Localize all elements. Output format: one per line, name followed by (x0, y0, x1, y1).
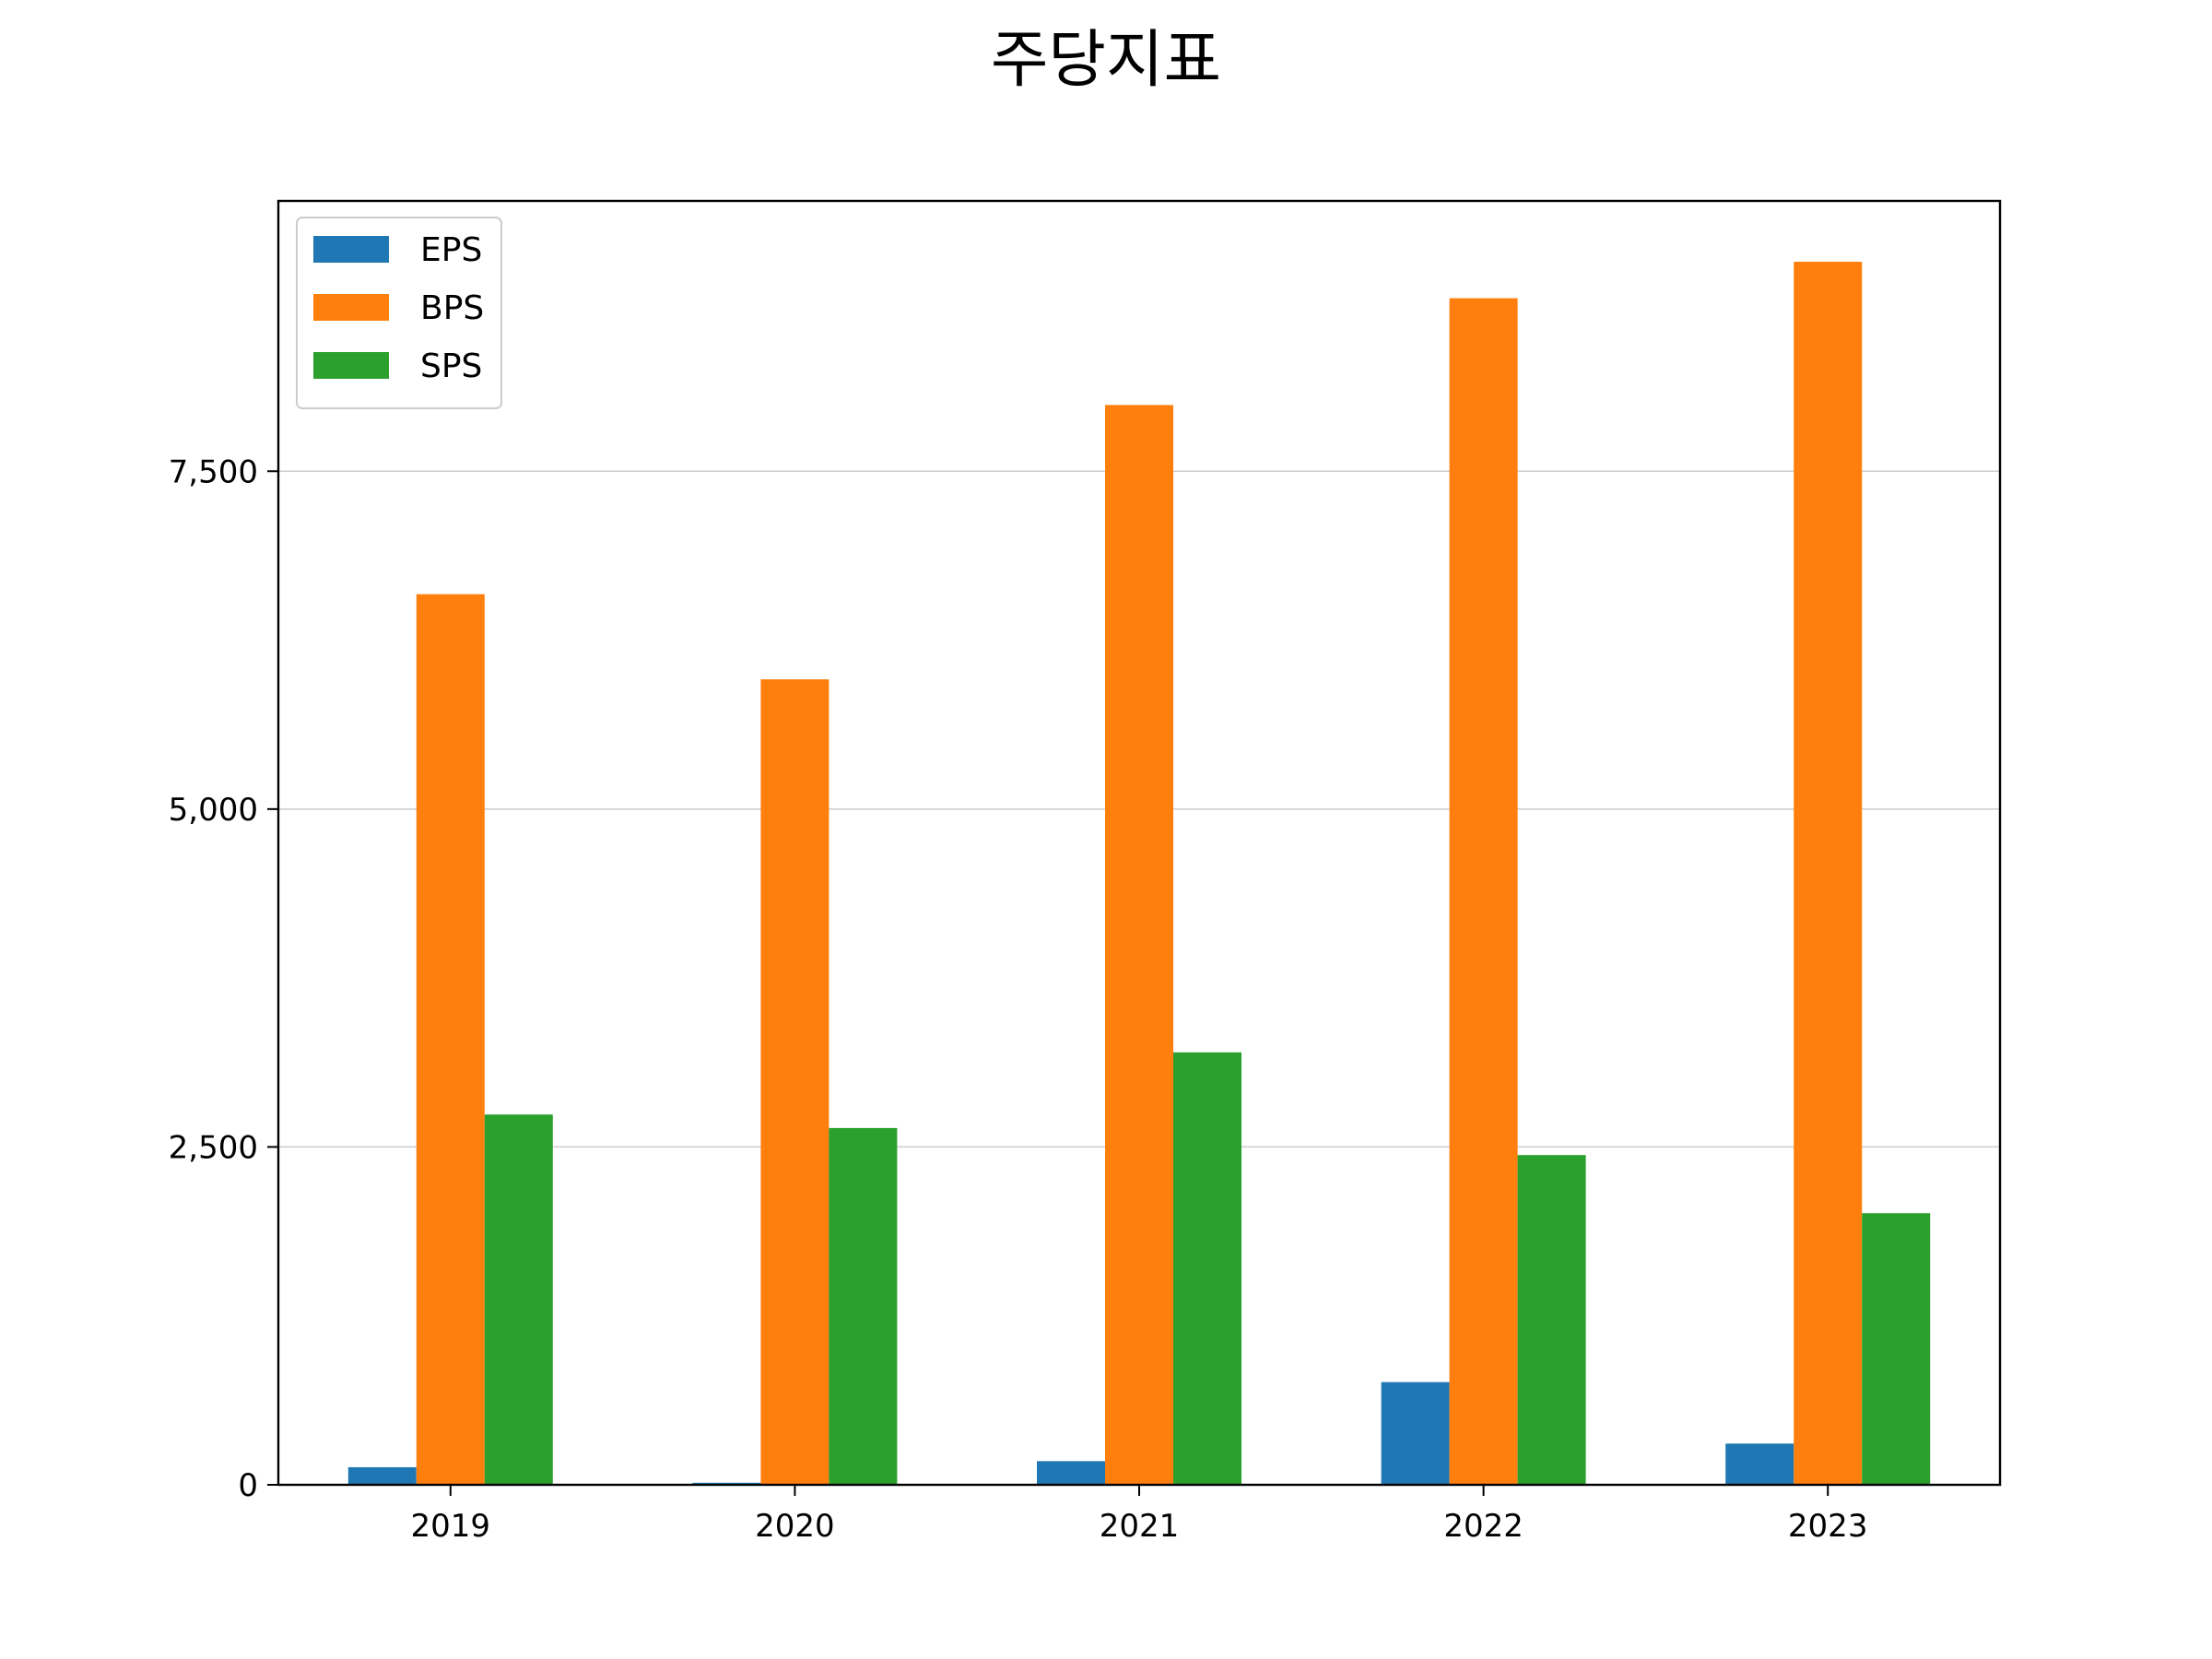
bar-bps-2019 (416, 594, 485, 1485)
legend-swatch-eps (313, 236, 389, 263)
bar-eps-2021 (1037, 1461, 1105, 1485)
bar-eps-2019 (347, 1466, 417, 1485)
y-tick-label: 2,500 (169, 1129, 258, 1166)
legend-label-eps: EPS (420, 231, 482, 269)
y-axis: 0 2,500 5,000 7,500 (169, 453, 278, 1504)
bars (347, 261, 1931, 1486)
legend-label-bps: BPS (420, 289, 484, 327)
legend-swatch-bps (313, 294, 389, 321)
bar-bps-2021 (1105, 405, 1173, 1485)
bar-bps-2020 (760, 679, 830, 1485)
legend-swatch-sps (313, 352, 389, 379)
bar-sps-2022 (1517, 1155, 1586, 1485)
x-tick-label: 2020 (755, 1508, 835, 1545)
y-tick-label: 0 (238, 1467, 258, 1504)
legend: EPS BPS SPS (296, 217, 502, 409)
bar-eps-2022 (1381, 1382, 1450, 1485)
x-tick-label: 2022 (1443, 1508, 1524, 1545)
x-tick-label: 2021 (1100, 1508, 1180, 1545)
legend-label-sps: SPS (420, 347, 482, 385)
bar-bps-2023 (1794, 261, 1863, 1485)
y-tick-label: 5,000 (169, 792, 258, 829)
y-tick-label: 7,500 (169, 453, 258, 490)
bar-bps-2022 (1449, 298, 1518, 1486)
bar-sps-2023 (1862, 1213, 1931, 1485)
bar-sps-2020 (829, 1127, 898, 1485)
bar-eps-2023 (1725, 1443, 1794, 1485)
x-tick-label: 2023 (1788, 1508, 1868, 1545)
chart-title: 주당지표 (991, 24, 1221, 97)
bar-sps-2021 (1173, 1052, 1241, 1485)
x-tick-label: 2019 (411, 1508, 491, 1545)
bar-sps-2019 (484, 1114, 553, 1485)
x-axis: 2019 2020 2021 2022 2023 (411, 1485, 1868, 1545)
